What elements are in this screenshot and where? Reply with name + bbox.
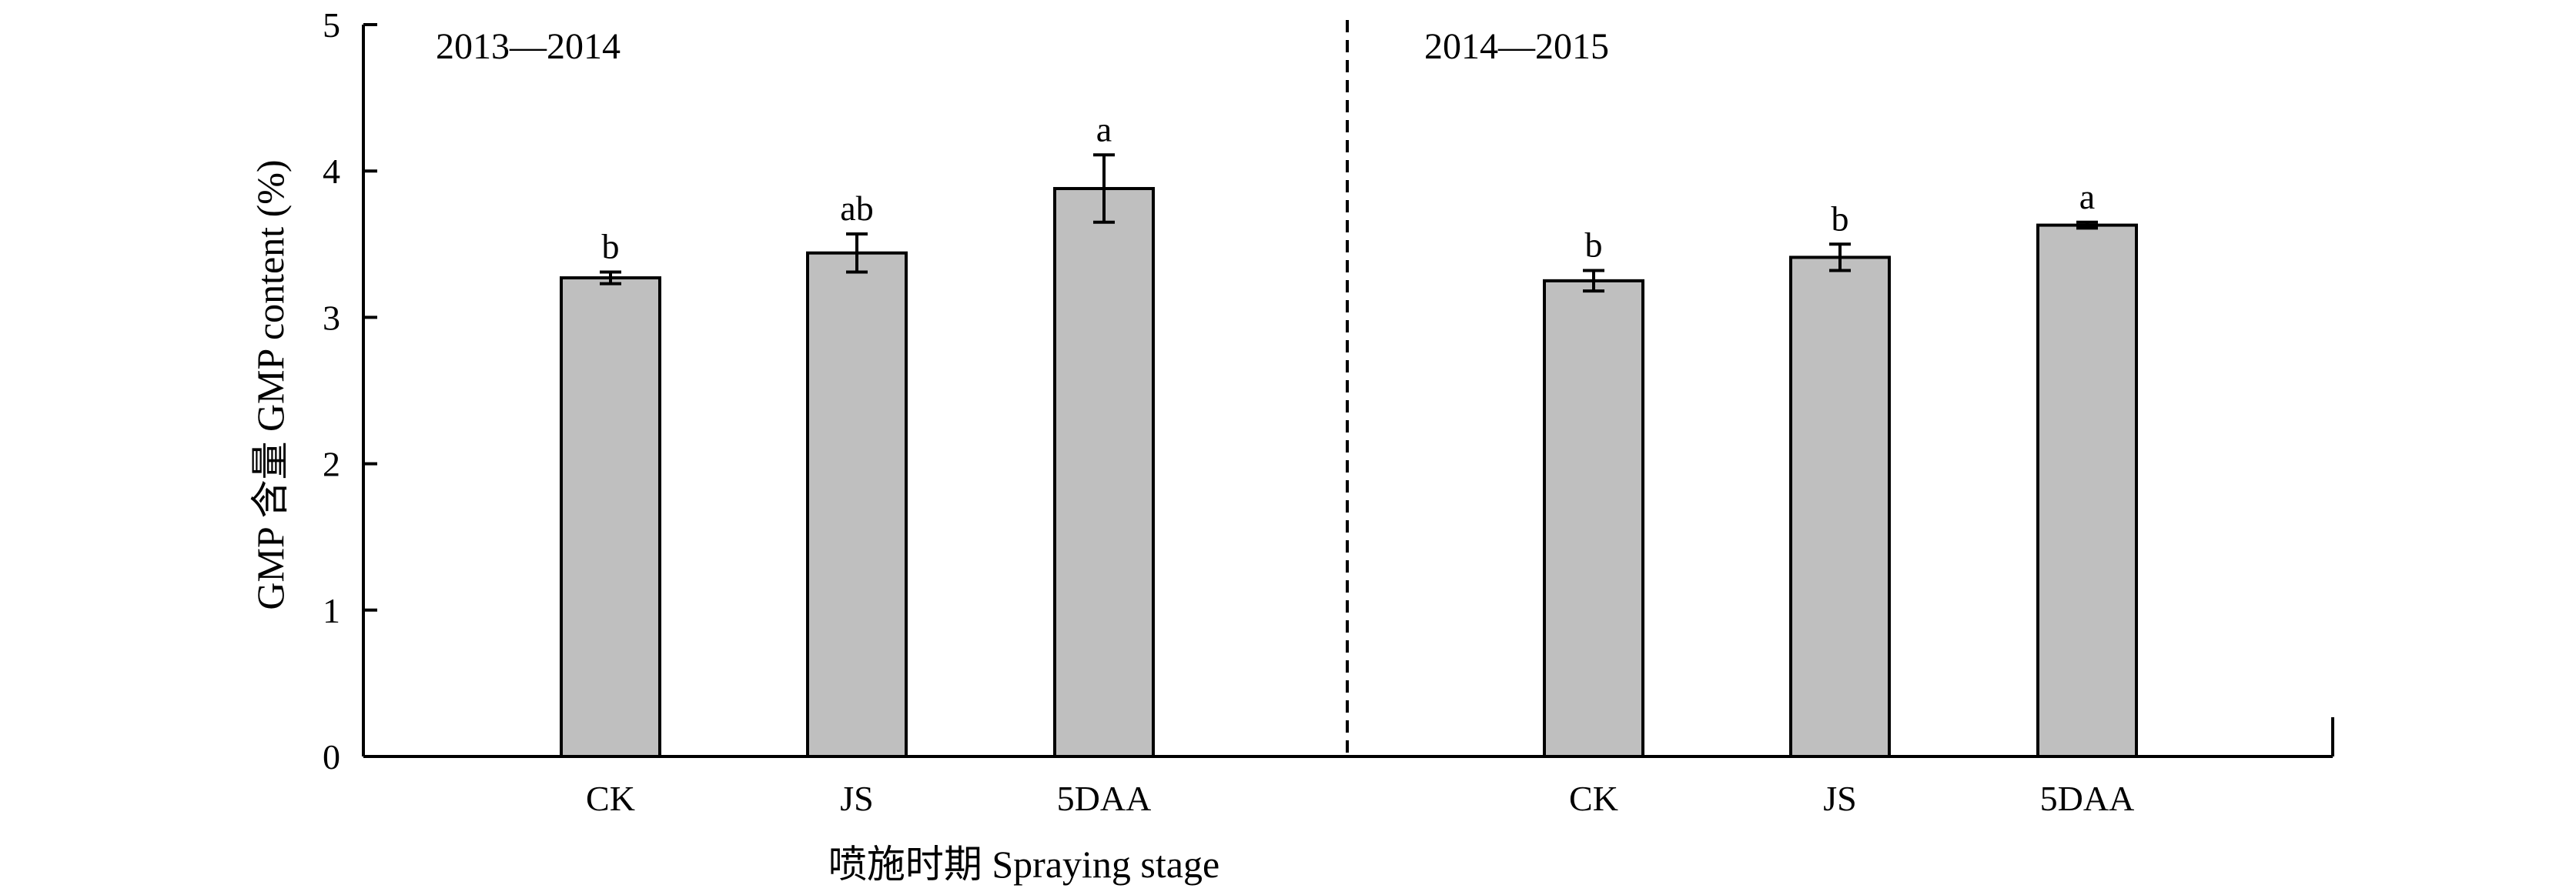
bar [806, 251, 908, 759]
panel-label: 2014—2015 [1424, 26, 1609, 67]
x-axis-title: 喷施时期 Spraying stage [828, 843, 1219, 886]
bar [560, 276, 661, 758]
x-tick-label: JS [840, 779, 873, 818]
significance-label: a [1096, 109, 1112, 149]
y-axis-title: GMP 含量 GMP content (%) [249, 159, 292, 609]
significance-label: b [1585, 225, 1603, 265]
y-tick-label: 1 [323, 591, 340, 630]
bar [1053, 187, 1155, 759]
y-tick-label: 5 [323, 5, 340, 45]
bar [1789, 255, 1891, 758]
y-tick-label: 4 [323, 152, 340, 191]
y-tick-label: 3 [323, 298, 340, 337]
x-tick-label: CK [586, 779, 635, 818]
x-tick-label: 5DAA [1057, 779, 1152, 818]
bar [1543, 279, 1644, 759]
x-tick-label: CK [1569, 779, 1618, 818]
y-tick-label: 2 [323, 445, 340, 484]
significance-label: b [602, 226, 620, 265]
panel-label: 2013—2014 [436, 26, 621, 67]
significance-label: b [1832, 199, 1849, 238]
y-tick-label: 0 [323, 737, 340, 776]
bar [2036, 223, 2138, 759]
significance-label: a [2079, 177, 2095, 216]
x-tick-label: 5DAA [2040, 779, 2135, 818]
x-tick-label: JS [1823, 779, 1856, 818]
significance-label: ab [840, 189, 873, 228]
